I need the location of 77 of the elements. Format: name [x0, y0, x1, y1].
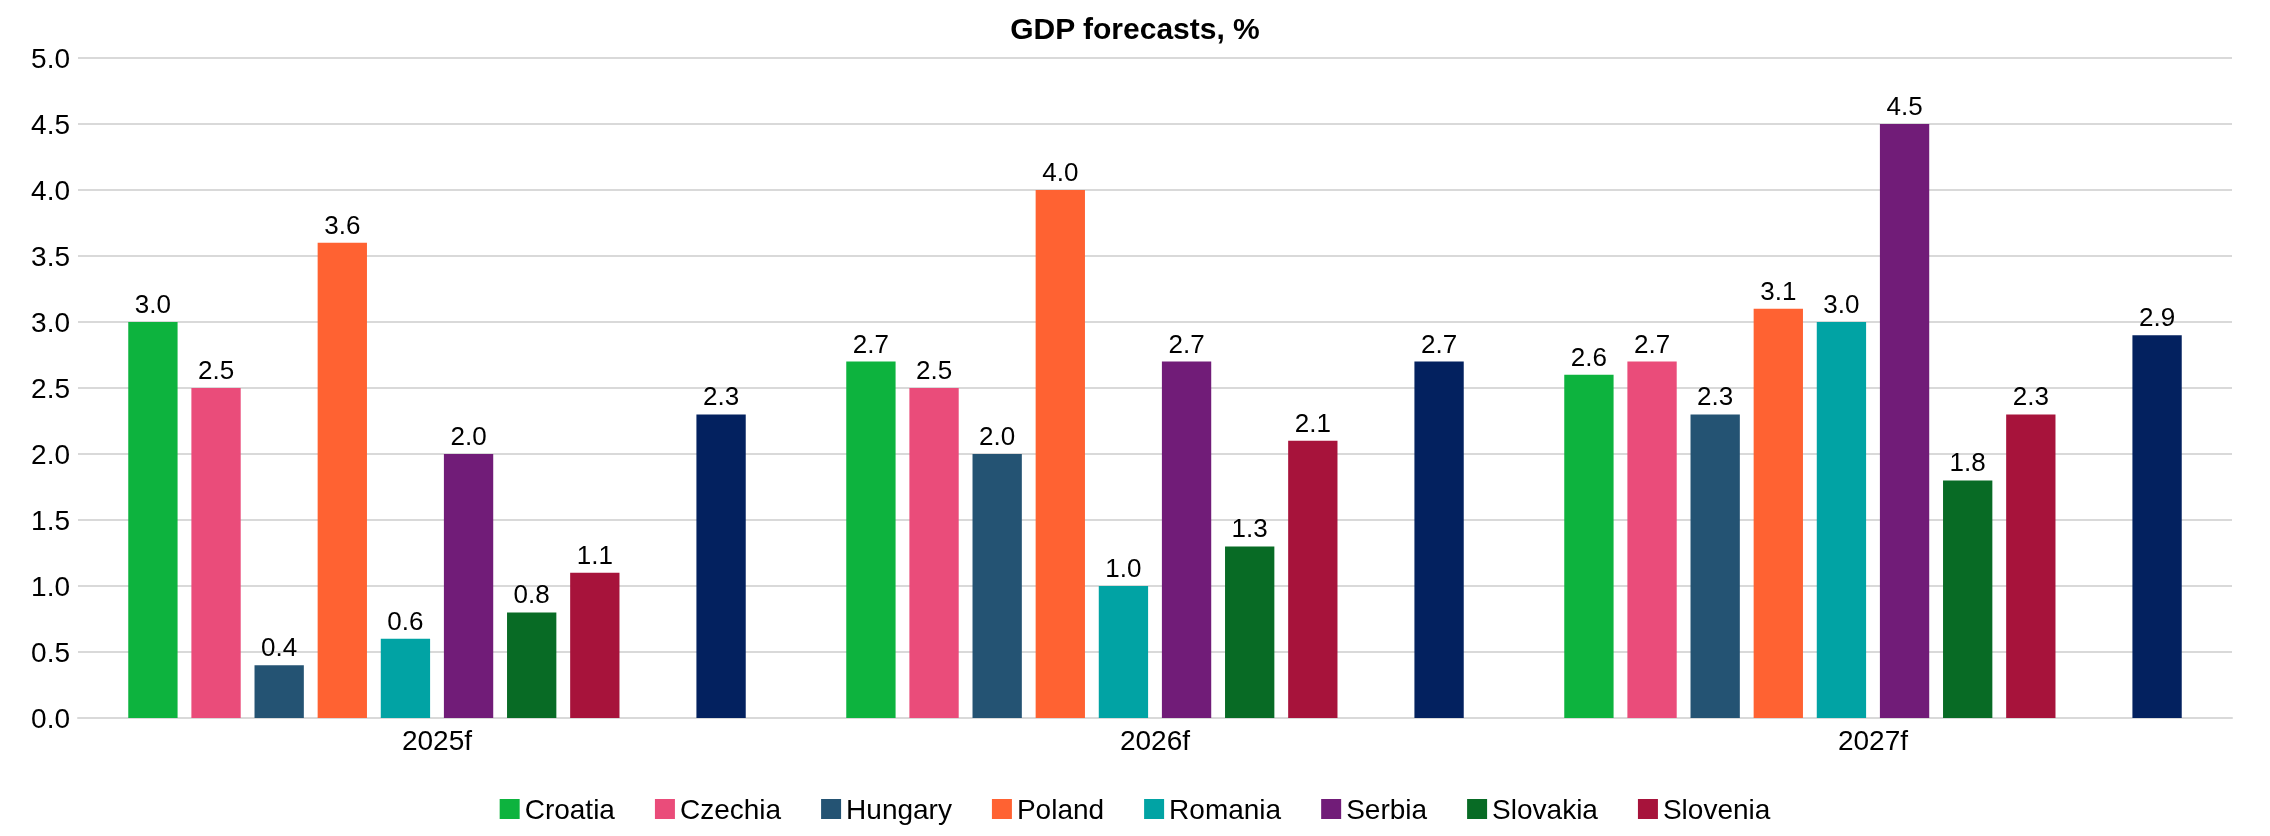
data-label: 2.7	[1168, 328, 1205, 359]
bar	[2132, 335, 2182, 718]
y-tick-label: 5.0	[31, 42, 70, 74]
bar	[1564, 374, 1614, 718]
bar	[380, 638, 431, 718]
bar	[191, 388, 241, 718]
data-label: 2.7	[1421, 328, 1458, 359]
bar	[1098, 586, 1149, 718]
y-tick-label: 3.0	[31, 306, 70, 338]
data-label: 3.0	[134, 289, 171, 319]
bar	[254, 665, 304, 718]
bar	[1753, 308, 1803, 718]
bar	[2006, 414, 2056, 718]
data-label: 1.8	[1949, 447, 1986, 478]
bar	[1161, 361, 1212, 718]
x-tick-label: 2027f	[1837, 724, 1909, 756]
bar	[1035, 190, 1085, 718]
bar	[1288, 440, 1338, 718]
data-label: 0.4	[261, 632, 298, 663]
y-tick-label: 1.0	[31, 570, 70, 602]
bar	[443, 454, 494, 718]
bar	[1225, 546, 1275, 718]
y-tick-label: 0.0	[31, 702, 70, 734]
data-label: 2.9	[2139, 302, 2176, 333]
bar	[570, 572, 620, 718]
data-label: 2.3	[2012, 381, 2049, 412]
bar	[507, 612, 557, 718]
data-label: 2.7	[852, 328, 889, 359]
data-label: 0.8	[513, 579, 550, 610]
data-label: 2.5	[197, 355, 235, 385]
bar	[1627, 361, 1677, 718]
y-tick-label: 1.5	[31, 504, 70, 536]
bar	[909, 388, 959, 718]
data-label: 1.3	[1231, 513, 1268, 544]
x-tick-label: 2025f	[401, 724, 473, 756]
data-label: 2.3	[703, 381, 740, 412]
legend-label: Hungary	[846, 793, 952, 825]
bar	[1690, 414, 1740, 718]
y-tick-label: 2.0	[31, 438, 70, 470]
bar	[1414, 361, 1464, 718]
chart-title: GDP forecasts, %	[1010, 11, 1260, 45]
data-label: 2.3	[1697, 381, 1734, 412]
y-tick-label: 0.5	[31, 636, 70, 668]
y-tick-label: 4.5	[31, 108, 70, 140]
legend-label: Croatia	[524, 793, 616, 825]
y-tick-label: 2.5	[31, 372, 70, 404]
bar	[317, 242, 367, 718]
data-label: 2.6	[1570, 341, 1607, 372]
data-label: 3.0	[1823, 289, 1860, 319]
data-label: 4.0	[1042, 157, 1079, 187]
legend-label: Slovakia	[1492, 793, 1599, 825]
data-label: 1.1	[576, 539, 613, 570]
bar	[1943, 480, 1993, 718]
bar	[972, 454, 1022, 718]
data-label: 4.5	[1886, 91, 1923, 121]
data-label: 2.1	[1294, 407, 1331, 438]
legend-label: Serbia	[1346, 793, 1428, 825]
data-label: 3.6	[324, 209, 361, 240]
data-label: 1.0	[1105, 553, 1142, 583]
bar	[128, 322, 178, 718]
bar	[846, 361, 896, 718]
data-label: 0.6	[387, 605, 424, 636]
data-label: 2.0	[979, 421, 1016, 451]
data-label: 2.7	[1633, 328, 1671, 359]
legend-label: Slovenia	[1662, 793, 1771, 825]
legend-label: Czechia	[679, 793, 782, 825]
bar	[1879, 124, 1930, 718]
data-label: 2.0	[450, 421, 487, 451]
data-label: 2.5	[915, 355, 953, 385]
legend-label: Poland	[1016, 793, 1105, 825]
data-label: 3.1	[1760, 275, 1797, 306]
bar	[696, 414, 746, 718]
legend-label: Romania	[1169, 793, 1282, 825]
bar	[1816, 322, 1867, 718]
y-tick-label: 3.5	[31, 240, 70, 272]
x-tick-label: 2026f	[1119, 724, 1191, 756]
y-tick-label: 4.0	[31, 174, 70, 206]
